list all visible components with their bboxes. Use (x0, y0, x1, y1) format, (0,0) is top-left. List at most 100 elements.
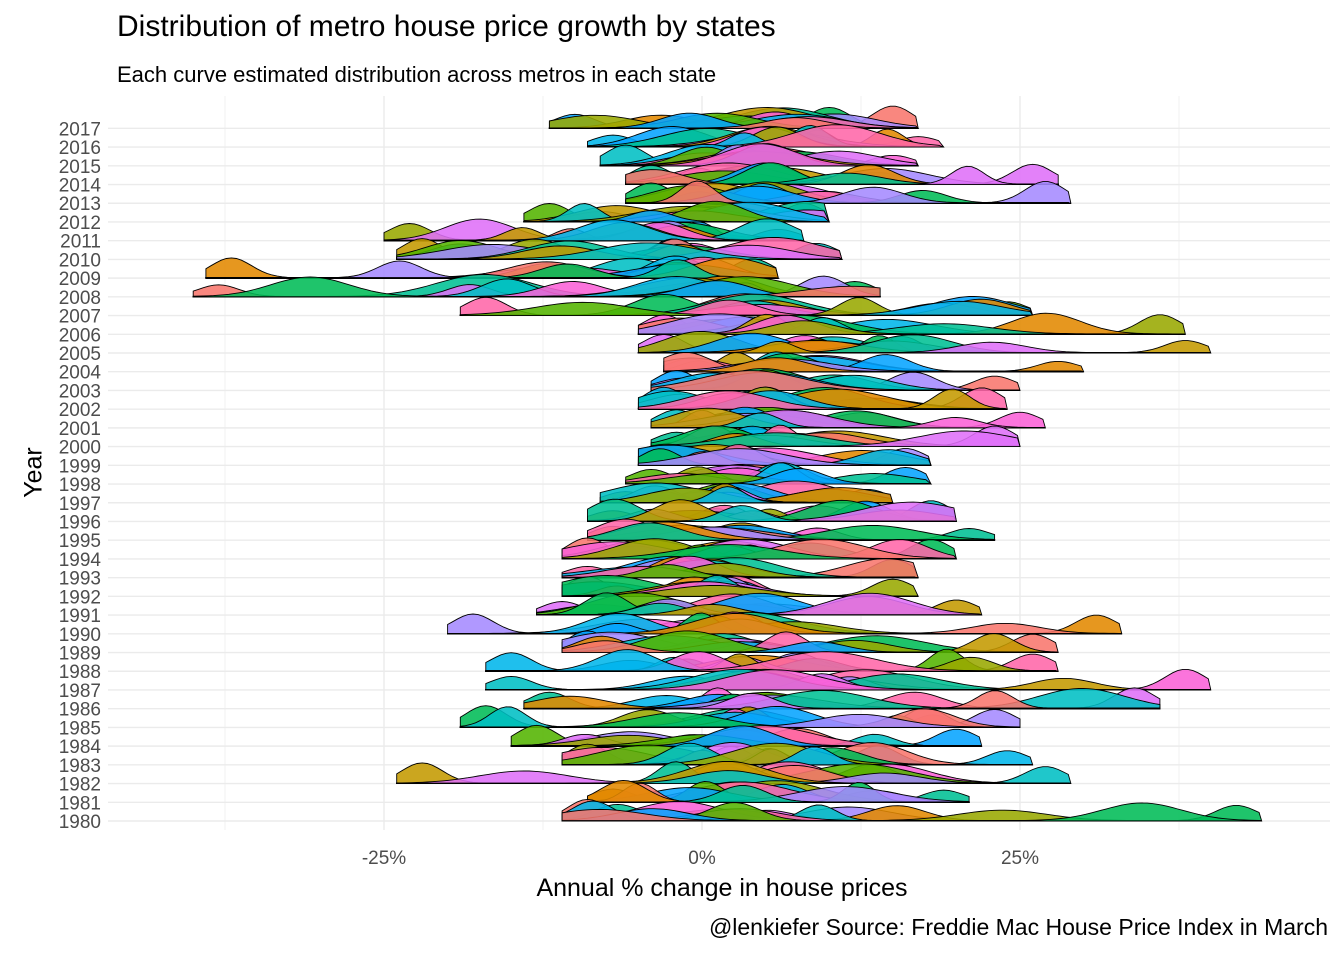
chart-caption: @lenkiefer Source: Freddie Mac House Pri… (708, 914, 1328, 940)
y-tick-label: 2017 (59, 119, 101, 140)
y-tick-label: 2006 (59, 325, 101, 346)
y-tick-label: 1999 (59, 456, 101, 477)
ridge-2011 (383, 218, 805, 242)
x-tick-label: 0% (688, 848, 716, 869)
y-tick-label: 2004 (59, 363, 102, 384)
y-tick-label: 2007 (59, 307, 101, 328)
ridge-2003 (650, 368, 1021, 391)
y-tick-label: 1981 (59, 793, 101, 814)
ridge-1981 (587, 779, 970, 803)
ridge-2016 (587, 124, 945, 148)
ridge-1999 (637, 443, 932, 466)
ridge-curve (561, 544, 957, 560)
ridge-2001 (650, 406, 1046, 429)
ridge-2017 (548, 105, 920, 129)
y-tick-label: 1988 (59, 662, 101, 683)
ridge-1995 (587, 518, 996, 541)
ridge-curve (523, 692, 1161, 710)
ridge-curve (396, 242, 842, 260)
y-tick-label: 2001 (59, 419, 101, 440)
y-tick-label: 2010 (59, 250, 101, 271)
ridge-2015 (599, 143, 920, 167)
ridge-2013 (625, 180, 1072, 204)
y-tick-label: 1982 (59, 775, 101, 796)
y-tick-labels: 1980198119821983198419851986198719881989… (59, 119, 102, 833)
ridge-2006 (637, 312, 1186, 335)
y-tick-label: 2015 (59, 157, 101, 178)
ridge-curve (587, 785, 970, 803)
ridge-1987 (485, 668, 1212, 691)
ridge-curve (650, 370, 1021, 391)
y-tick-label: 1997 (59, 494, 101, 515)
ridge-1990 (447, 611, 1123, 635)
y-tick-label: 2011 (60, 232, 101, 253)
y-tick-label: 1990 (59, 625, 101, 646)
ridge-curve (396, 770, 1071, 785)
ridge-curve (383, 219, 804, 242)
x-tick-labels: -25% 0% 25% (362, 848, 1039, 869)
ridge-curve (561, 802, 1262, 822)
ridge-2012 (523, 200, 831, 223)
ridge-2005 (637, 330, 1212, 354)
y-tick-label: 1994 (59, 550, 102, 571)
ridge-2002 (637, 386, 1008, 410)
y-tick-label: 1985 (59, 718, 101, 739)
y-tick-label: 2016 (59, 138, 101, 159)
y-tick-label: 1991 (59, 606, 101, 627)
y-tick-label: 1989 (59, 644, 101, 665)
ridge-1985 (459, 705, 1021, 728)
x-tick-label: -25% (362, 848, 406, 869)
ridge-1993 (561, 555, 919, 579)
ridge-curve (637, 341, 1211, 354)
ridge-1986 (523, 687, 1161, 710)
y-tick-label: 1984 (59, 737, 102, 758)
y-tick-label: 1995 (59, 531, 101, 552)
ridge-curve (625, 186, 1071, 204)
ridge-curve (587, 124, 944, 148)
y-axis-label: Year (19, 447, 48, 498)
y-tick-label: 2003 (59, 381, 101, 402)
y-tick-label: 2000 (59, 438, 101, 459)
y-tick-label: 1993 (59, 569, 101, 590)
y-tick-label: 1980 (59, 812, 101, 833)
ridge-curve (459, 301, 1033, 317)
y-axis-label-wrap: Year (14, 440, 54, 500)
ridge-1994 (561, 537, 958, 560)
ridge-curve (561, 746, 1033, 766)
ridge-2008 (192, 274, 881, 298)
ridge-2000 (650, 424, 1021, 448)
ridge-curve (637, 320, 1186, 335)
ridge-curve (447, 613, 1122, 635)
y-tick-label: 1983 (59, 756, 101, 777)
x-axis-label: Annual % change in house prices (536, 874, 908, 902)
y-tick-label: 1987 (59, 681, 101, 702)
ridge-1998 (625, 462, 933, 485)
ridge-1982 (396, 760, 1072, 785)
y-tick-label: 1998 (59, 475, 101, 496)
ridge-2007 (459, 293, 1034, 317)
ridge-curve (663, 357, 1084, 373)
ridge-1988 (485, 648, 1059, 672)
ridge-curve (637, 448, 932, 466)
x-tick-label: 25% (1001, 848, 1039, 869)
y-tick-label: 2008 (59, 288, 101, 309)
ridge-1980 (561, 798, 1263, 822)
ridges (192, 105, 1263, 822)
ridge-1997 (599, 480, 894, 504)
y-tick-label: 2014 (59, 176, 102, 197)
y-tick-label: 2009 (59, 269, 101, 290)
ridge-1984 (510, 724, 983, 747)
ridge-curve (625, 468, 932, 485)
chart-title: Distribution of metro house price growth… (117, 10, 776, 43)
y-tick-label: 2002 (59, 400, 101, 421)
y-tick-label: 2005 (59, 344, 101, 365)
y-tick-label: 2013 (59, 194, 101, 215)
y-tick-label: 1986 (59, 700, 101, 721)
chart-subtitle: Each curve estimated distribution across… (117, 62, 717, 87)
y-tick-label: 1992 (59, 587, 101, 608)
y-tick-label: 1996 (59, 512, 101, 533)
ridge-curve (637, 390, 1008, 410)
y-tick-label: 2012 (59, 213, 101, 234)
ridge-1996 (587, 498, 958, 522)
